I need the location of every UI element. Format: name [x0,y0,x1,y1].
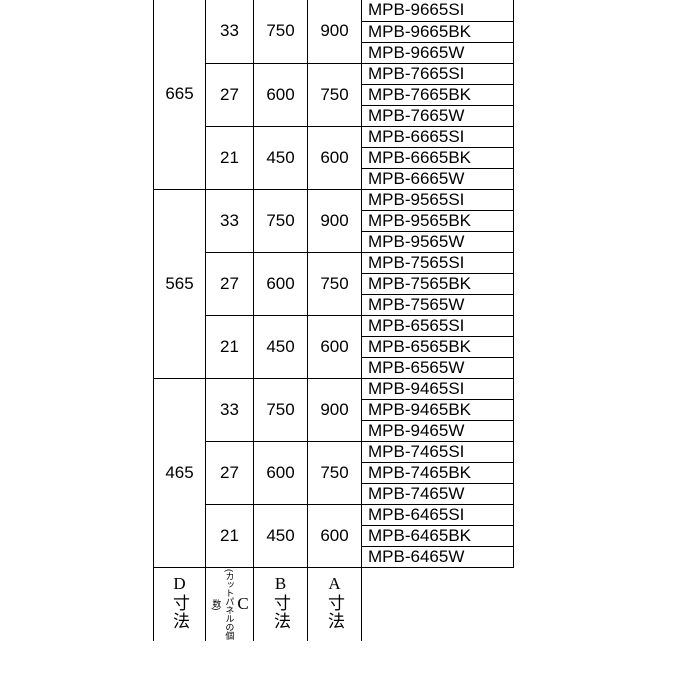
cell-part: MPB-6565SI [362,315,514,336]
table-row: 27600750MPB-7665SI [154,63,514,84]
cell-part: MPB-7565SI [362,252,514,273]
cell-b: 600 [254,441,308,504]
cell-c: 21 [206,126,254,189]
cell-c: 21 [206,504,254,567]
cell-c: 33 [206,189,254,252]
cell-part: MPB-9465SI [362,378,514,399]
cell-part: MPB-7665BK [362,84,514,105]
table-row: 27600750MPB-7565SI [154,252,514,273]
cell-part: MPB-7565BK [362,273,514,294]
cell-c: 27 [206,252,254,315]
cell-a: 600 [308,504,362,567]
cell-part: MPB-9565SI [362,189,514,210]
cell-b: 450 [254,315,308,378]
table-row: 21450600MPB-6465SI [154,504,514,525]
cell-d: 665 [154,0,206,189]
header-c: (カットパネルの個数)C [206,567,254,641]
cell-b: 600 [254,252,308,315]
table-row: 56533750900MPB-9565SI [154,189,514,210]
cell-part: MPB-9665W [362,42,514,63]
cell-b: 750 [254,378,308,441]
header-d: D寸法 [154,567,206,641]
cell-d: 565 [154,189,206,378]
table-row: 27600750MPB-7465SI [154,441,514,462]
cell-b: 450 [254,504,308,567]
cell-part: MPB-6565W [362,357,514,378]
table-row: 66533750900MPB-9665SI [154,0,514,21]
cell-part: MPB-7465SI [362,441,514,462]
cell-part: MPB-7665SI [362,63,514,84]
cell-part: MPB-9665BK [362,21,514,42]
cell-part: MPB-7665W [362,105,514,126]
cell-a: 600 [308,315,362,378]
cell-c: 33 [206,378,254,441]
cell-part: MPB-9465BK [362,399,514,420]
cell-a: 600 [308,126,362,189]
header-b: B寸法 [254,567,308,641]
cell-part: MPB-6665BK [362,147,514,168]
cell-c: 27 [206,441,254,504]
cell-part: MPB-9665SI [362,0,514,21]
cell-b: 600 [254,63,308,126]
table-row: 21450600MPB-6665SI [154,126,514,147]
cell-c: 33 [206,0,254,63]
table-row: 46533750900MPB-9465SI [154,378,514,399]
cell-b: 750 [254,0,308,63]
cell-a: 900 [308,189,362,252]
cell-a: 750 [308,63,362,126]
cell-b: 750 [254,189,308,252]
cell-a: 900 [308,378,362,441]
cell-c: 21 [206,315,254,378]
cell-part: MPB-9565W [362,231,514,252]
cell-a: 750 [308,252,362,315]
cell-d: 465 [154,378,206,567]
table-row: 21450600MPB-6565SI [154,315,514,336]
cell-part: MPB-7565W [362,294,514,315]
cell-a: 750 [308,441,362,504]
cell-part: MPB-6465W [362,546,514,567]
cell-c: 27 [206,63,254,126]
cell-part: MPB-7465W [362,483,514,504]
cell-b: 450 [254,126,308,189]
cell-part: MPB-9465W [362,420,514,441]
cell-a: 900 [308,0,362,63]
header-part [362,567,514,641]
cell-part: MPB-6665SI [362,126,514,147]
cell-part: MPB-6465BK [362,525,514,546]
cell-part: MPB-9565BK [362,210,514,231]
spec-table: 66533750900MPB-9665SIMPB-9665BKMPB-9665W… [153,0,514,641]
cell-part: MPB-7465BK [362,462,514,483]
cell-part: MPB-6465SI [362,504,514,525]
cell-part: MPB-6565BK [362,336,514,357]
header-row: D寸法(カットパネルの個数)CB寸法A寸法 [154,567,514,641]
cell-part: MPB-6665W [362,168,514,189]
header-a: A寸法 [308,567,362,641]
